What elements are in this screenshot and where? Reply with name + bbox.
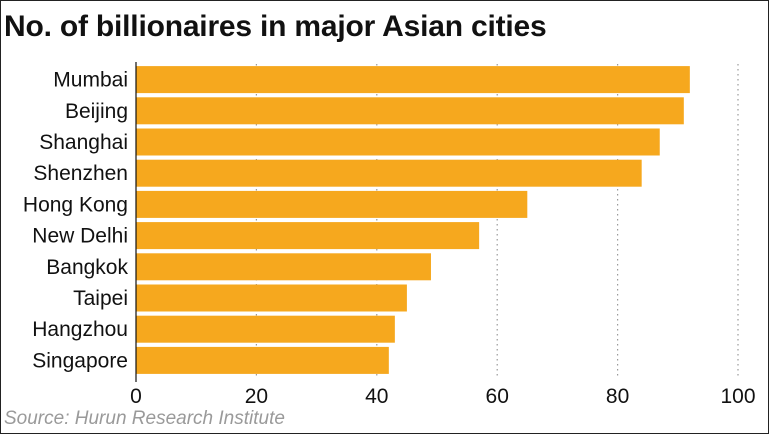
bar xyxy=(136,222,480,250)
bar xyxy=(136,128,660,156)
bar xyxy=(136,66,690,94)
x-tick-label: 80 xyxy=(606,385,629,408)
category-label: Taipei xyxy=(73,287,128,310)
chart-title: No. of billionaires in major Asian citie… xyxy=(4,10,547,43)
category-label: Shanghai xyxy=(39,131,128,154)
bar xyxy=(136,97,684,125)
bar xyxy=(136,315,395,343)
bar xyxy=(136,253,431,281)
bar xyxy=(136,284,407,312)
x-axis: 0 20 40 60 80 100 xyxy=(130,62,756,408)
bar xyxy=(136,159,642,187)
category-label: New Delhi xyxy=(32,225,128,248)
category-label: Singapore xyxy=(32,349,128,372)
category-label: Bangkok xyxy=(46,256,128,279)
x-tick-label: 20 xyxy=(245,385,268,408)
bars xyxy=(136,66,690,374)
category-label: Beijing xyxy=(65,100,128,123)
x-tick-label: 100 xyxy=(720,385,755,408)
x-tick-label: 0 xyxy=(130,385,142,408)
category-labels: Mumbai Beijing Shanghai Shenzhen Hong Kong Ne… xyxy=(23,69,129,373)
category-label: Hong Kong xyxy=(23,193,128,216)
x-tick-label: 60 xyxy=(486,385,509,408)
x-tick-label: 40 xyxy=(365,385,388,408)
chart-source: Source: Hurun Research Institute xyxy=(4,408,285,429)
bar xyxy=(136,190,528,218)
category-label: Shenzhen xyxy=(33,162,128,185)
bar xyxy=(136,346,389,374)
category-label: Hangzhou xyxy=(32,318,128,341)
category-label: Mumbai xyxy=(53,69,128,92)
